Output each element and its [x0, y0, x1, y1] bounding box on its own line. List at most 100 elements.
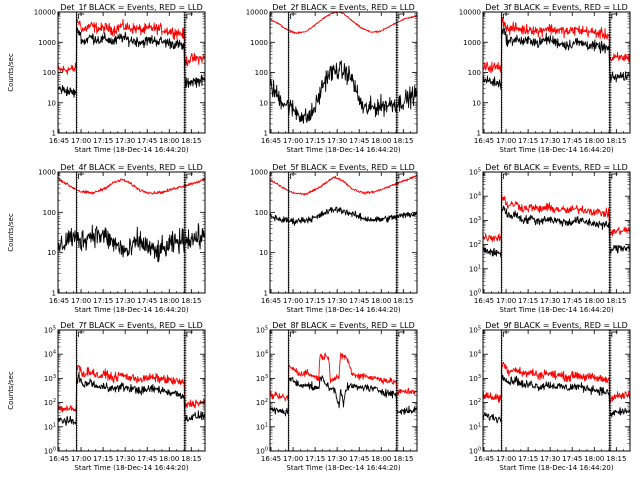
lld-series-line [482, 16, 631, 74]
interval-bracket-mark [289, 173, 297, 179]
x-tick-label: 18:00 [159, 455, 179, 463]
y-tick-label: 105 [469, 168, 481, 177]
y-tick-label: 103 [469, 216, 481, 225]
y-tick-label: 101 [256, 422, 268, 431]
interval-bracket-mark [186, 331, 193, 337]
x-tick-label: 18:00 [371, 455, 391, 463]
y-tick-exponent: 3 [265, 374, 268, 380]
x-tick-label: 17:45 [349, 455, 369, 463]
x-tick-label: 18:00 [584, 297, 604, 305]
y-tick-label: 10000 [246, 9, 268, 17]
events-series-line [57, 27, 206, 98]
lld-series-line [57, 18, 206, 75]
interval-bracket-mark [77, 331, 85, 337]
x-axis-title: Start Time (18-Dec-14 16:44:20) [286, 146, 400, 154]
y-tick-label: 100 [469, 289, 481, 298]
interval-bracket-mark [502, 331, 510, 337]
x-tick-label: 18:15 [393, 297, 413, 305]
y-tick-label: 1000 [38, 169, 56, 177]
y-tick-label: 105 [256, 326, 268, 335]
chart-title: Det_9f BLACK = Events, RED = LLD [485, 321, 628, 330]
chart-panel-6: 16:45 17:00 17:15 17:30 17:45 18:00 18:1510010… [469, 163, 631, 314]
interval-bracket-mark [186, 173, 193, 179]
x-tick-label: 17:30 [327, 297, 347, 305]
x-tick-label: 18:15 [181, 455, 201, 463]
chart-panel-7: 16:45 17:00 17:15 17:30 17:45 18:00 18:1510010… [7, 321, 206, 472]
y-tick-label: 1000 [463, 39, 481, 47]
x-axis-title: Start Time (18-Dec-14 16:44:20) [74, 464, 188, 472]
lld-series-line [482, 195, 631, 243]
x-tick-label: 18:00 [159, 297, 179, 305]
y-tick-label: 1 [477, 130, 481, 138]
y-tick-label: 100 [469, 447, 481, 456]
interval-bracket-mark [398, 13, 405, 19]
plot-frame [482, 329, 631, 452]
y-tick-label: 10000 [459, 9, 481, 17]
events-series-line [57, 371, 206, 426]
y-tick-label: 103 [256, 374, 268, 383]
y-tick-label: 101 [469, 264, 481, 273]
x-tick-label: 18:00 [584, 455, 604, 463]
x-tick-label: 17:45 [137, 297, 157, 305]
x-tick-label: 18:15 [181, 297, 201, 305]
chart-panel-9: 16:45 17:00 17:15 17:30 17:45 18:00 18:1510010… [469, 321, 631, 472]
y-tick-label: 1000 [38, 39, 56, 47]
y-tick-exponent: 0 [53, 447, 56, 453]
interval-bracket-mark [77, 13, 85, 19]
x-tick-label: 17:00 [283, 297, 303, 305]
chart-title: Det_6f BLACK = Events, RED = LLD [485, 163, 628, 172]
x-tick-label: 17:30 [115, 137, 135, 145]
y-tick-label: 1 [52, 130, 56, 138]
x-tick-label: 16:45 [49, 455, 69, 463]
x-tick-label: 17:45 [562, 455, 582, 463]
x-tick-label: 17:30 [540, 137, 560, 145]
interval-bracket-mark [289, 13, 297, 19]
y-tick-label: 1 [264, 290, 268, 298]
y-tick-label: 101 [469, 422, 481, 431]
y-tick-exponent: 1 [478, 264, 481, 270]
interval-bracket-mark [289, 331, 297, 337]
x-tick-label: 17:15 [305, 137, 325, 145]
x-tick-label: 17:45 [137, 455, 157, 463]
x-tick-label: 18:15 [606, 137, 626, 145]
x-tick-label: 17:45 [562, 137, 582, 145]
y-tick-exponent: 0 [265, 447, 268, 453]
x-axis-title: Start Time (18-Dec-14 16:44:20) [499, 306, 613, 314]
chart-panel-2: 16:45 17:00 17:15 17:30 17:45 18:00 18:15 1 10 10… [246, 3, 418, 154]
y-tick-exponent: 1 [53, 422, 56, 428]
y-tick-exponent: 5 [265, 326, 268, 332]
x-tick-label: 18:00 [371, 297, 391, 305]
chart-panel-4: 16:45 17:00 17:15 17:30 17:45 18:00 18:15 1 10 10… [7, 163, 206, 314]
events-series-line [482, 374, 631, 424]
x-tick-label: 17:45 [562, 297, 582, 305]
x-tick-label: 16:45 [261, 137, 281, 145]
y-tick-label: 102 [469, 240, 481, 249]
x-tick-label: 17:45 [349, 137, 369, 145]
y-tick-label: 102 [256, 398, 268, 407]
x-tick-label: 17:30 [115, 297, 135, 305]
plot-frame [57, 329, 206, 452]
x-tick-label: 17:45 [137, 137, 157, 145]
plot-frame [269, 171, 418, 294]
x-tick-label: 17:15 [518, 297, 538, 305]
lld-series-line [57, 177, 206, 195]
x-tick-label: 17:15 [305, 297, 325, 305]
y-tick-label: 1000 [250, 39, 268, 47]
y-tick-exponent: 5 [478, 326, 481, 332]
y-tick-exponent: 2 [265, 398, 268, 404]
x-tick-label: 16:45 [474, 455, 494, 463]
y-tick-label: 104 [469, 192, 481, 201]
lld-series-line [482, 361, 631, 403]
y-tick-label: 100 [255, 209, 268, 217]
x-tick-label: 17:15 [305, 455, 325, 463]
chart-panel-8: 16:45 17:00 17:15 17:30 17:45 18:00 18:1510010… [256, 321, 418, 472]
x-axis-title: Start Time (18-Dec-14 16:44:20) [74, 146, 188, 154]
x-tick-label: 16:45 [261, 455, 281, 463]
events-series-line [482, 27, 631, 90]
x-tick-label: 16:45 [474, 297, 494, 305]
x-tick-label: 18:00 [159, 137, 179, 145]
y-tick-exponent: 3 [478, 216, 481, 222]
plot-frame [269, 329, 418, 452]
y-tick-exponent: 2 [478, 240, 481, 246]
